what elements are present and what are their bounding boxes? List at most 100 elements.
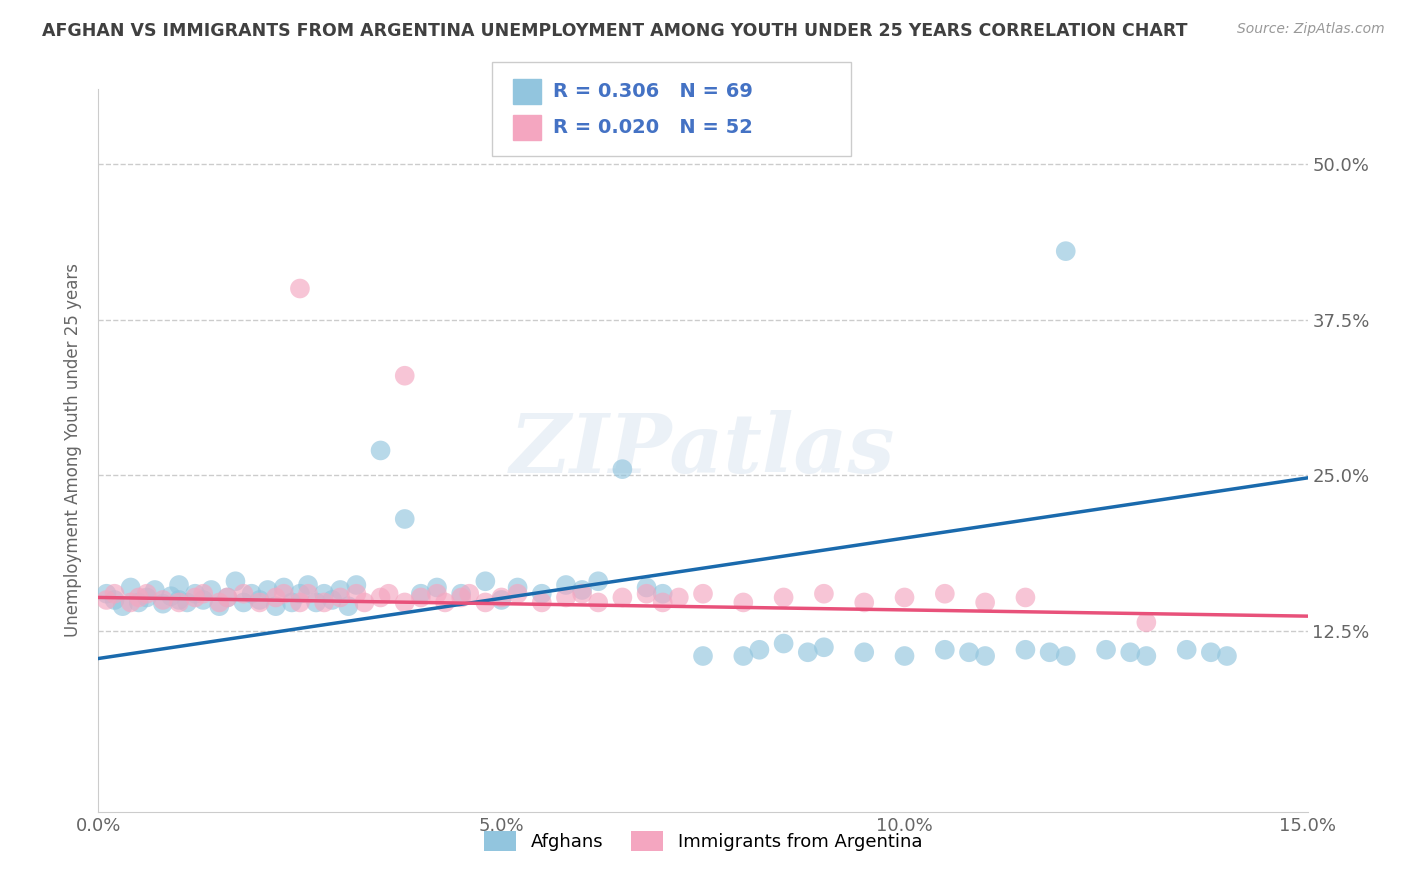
- Point: [426, 581, 449, 595]
- Point: [167, 593, 190, 607]
- Point: [184, 591, 207, 605]
- Y-axis label: Unemployment Among Youth under 25 years: Unemployment Among Youth under 25 years: [65, 263, 83, 638]
- Point: [772, 636, 794, 650]
- Legend: Afghans, Immigrants from Argentina: Afghans, Immigrants from Argentina: [475, 822, 931, 861]
- Point: [1135, 648, 1157, 663]
- Point: [1119, 645, 1142, 659]
- Point: [1095, 642, 1118, 657]
- Point: [377, 587, 399, 601]
- Point: [394, 595, 416, 609]
- Point: [571, 587, 593, 601]
- Point: [636, 581, 658, 595]
- Point: [530, 587, 553, 601]
- Point: [409, 587, 432, 601]
- Point: [344, 587, 367, 601]
- Point: [394, 512, 416, 526]
- Point: [128, 591, 150, 605]
- Point: [409, 591, 432, 605]
- Point: [450, 587, 472, 601]
- Point: [474, 595, 496, 609]
- Point: [208, 595, 231, 609]
- Point: [103, 587, 125, 601]
- Text: Source: ZipAtlas.com: Source: ZipAtlas.com: [1237, 22, 1385, 37]
- Point: [491, 591, 513, 605]
- Point: [612, 591, 634, 605]
- Point: [167, 578, 190, 592]
- Point: [651, 595, 673, 609]
- Point: [135, 591, 157, 605]
- Point: [208, 599, 231, 614]
- Point: [273, 581, 295, 595]
- Text: R = 0.020   N = 52: R = 0.020 N = 52: [553, 118, 752, 137]
- Point: [329, 591, 352, 605]
- Point: [797, 645, 820, 659]
- Point: [668, 591, 690, 605]
- Point: [232, 587, 254, 601]
- Point: [586, 574, 609, 589]
- Point: [893, 591, 915, 605]
- Point: [120, 595, 142, 609]
- Point: [957, 645, 980, 659]
- Point: [176, 595, 198, 609]
- Point: [893, 648, 915, 663]
- Point: [1175, 642, 1198, 657]
- Point: [1135, 615, 1157, 630]
- Point: [772, 591, 794, 605]
- Point: [692, 587, 714, 601]
- Point: [434, 595, 457, 609]
- Point: [748, 642, 770, 657]
- Point: [224, 574, 246, 589]
- Point: [733, 648, 755, 663]
- Point: [344, 578, 367, 592]
- Point: [256, 582, 278, 597]
- Point: [571, 582, 593, 597]
- Point: [152, 593, 174, 607]
- Point: [370, 443, 392, 458]
- Point: [217, 591, 239, 605]
- Point: [111, 599, 134, 614]
- Point: [1216, 648, 1239, 663]
- Point: [934, 642, 956, 657]
- Point: [974, 595, 997, 609]
- Text: AFGHAN VS IMMIGRANTS FROM ARGENTINA UNEMPLOYMENT AMONG YOUTH UNDER 25 YEARS CORR: AFGHAN VS IMMIGRANTS FROM ARGENTINA UNEM…: [42, 22, 1188, 40]
- Point: [200, 582, 222, 597]
- Point: [264, 591, 287, 605]
- Point: [733, 595, 755, 609]
- Point: [264, 599, 287, 614]
- Point: [586, 595, 609, 609]
- Point: [232, 595, 254, 609]
- Point: [297, 578, 319, 592]
- Point: [337, 599, 360, 614]
- Point: [297, 587, 319, 601]
- Point: [288, 281, 311, 295]
- Point: [193, 593, 215, 607]
- Point: [249, 595, 271, 609]
- Point: [1054, 648, 1077, 663]
- Point: [96, 587, 118, 601]
- Point: [281, 595, 304, 609]
- Point: [329, 582, 352, 597]
- Point: [103, 593, 125, 607]
- Point: [314, 587, 336, 601]
- Point: [353, 595, 375, 609]
- Point: [143, 582, 166, 597]
- Point: [288, 595, 311, 609]
- Point: [160, 589, 183, 603]
- Point: [853, 645, 876, 659]
- Point: [184, 587, 207, 601]
- Point: [167, 595, 190, 609]
- Point: [1039, 645, 1062, 659]
- Point: [96, 593, 118, 607]
- Point: [853, 595, 876, 609]
- Point: [288, 587, 311, 601]
- Point: [813, 640, 835, 655]
- Point: [370, 591, 392, 605]
- Point: [152, 597, 174, 611]
- Point: [1014, 591, 1036, 605]
- Point: [813, 587, 835, 601]
- Point: [506, 581, 529, 595]
- Point: [1199, 645, 1222, 659]
- Point: [193, 587, 215, 601]
- Point: [474, 574, 496, 589]
- Point: [394, 368, 416, 383]
